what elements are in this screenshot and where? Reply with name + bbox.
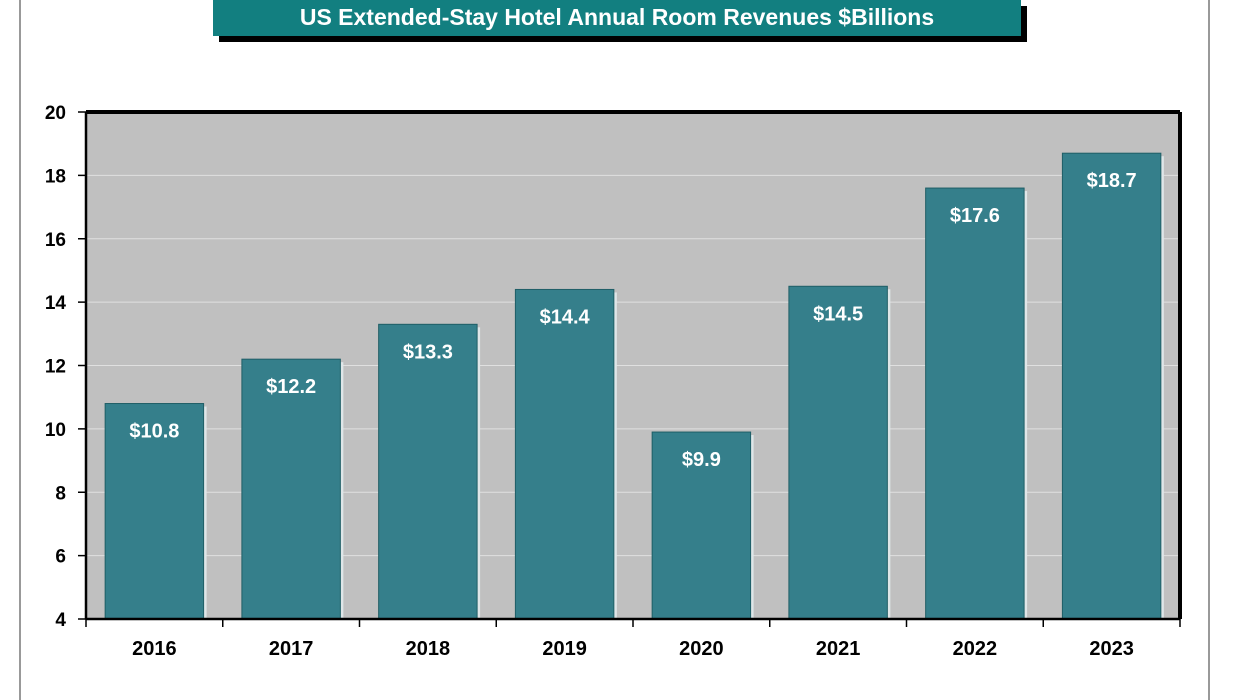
bar: [241, 358, 341, 620]
x-tick-label: 2019: [542, 638, 587, 660]
y-tick-label: 16: [45, 230, 66, 251]
data-label: $12.2: [266, 376, 316, 398]
bar: [925, 187, 1025, 620]
bar: [788, 285, 888, 620]
x-tick-label: 2018: [406, 638, 451, 660]
x-tick-label: 2021: [816, 638, 861, 660]
frame-left-border: [19, 0, 21, 700]
data-label: $13.3: [403, 341, 453, 363]
chart-title: US Extended-Stay Hotel Annual Room Reven…: [213, 0, 1021, 36]
frame-right-border: [1208, 0, 1210, 700]
y-tick-label: 18: [45, 166, 66, 187]
data-label: $18.7: [1087, 170, 1137, 192]
y-tick-label: 14: [45, 293, 67, 314]
x-tick-label: 2017: [269, 638, 314, 660]
data-label: $14.4: [540, 306, 591, 328]
data-label: $17.6: [950, 205, 1000, 227]
x-tick-label: 2023: [1089, 638, 1134, 660]
bar: [378, 323, 478, 620]
x-tick-label: 2022: [953, 638, 998, 660]
data-label: $9.9: [682, 449, 721, 471]
bar: [1061, 152, 1162, 620]
y-tick-label: 8: [55, 483, 66, 504]
y-tick-label: 4: [55, 610, 66, 631]
y-tick-label: 6: [55, 547, 66, 568]
y-tick-label: 10: [45, 420, 66, 441]
data-label: $14.5: [813, 303, 863, 325]
bar: [514, 288, 615, 620]
x-tick-label: 2016: [132, 638, 177, 660]
bar: [104, 403, 205, 620]
y-tick-label: 12: [45, 357, 66, 378]
bar: [651, 431, 752, 620]
y-tick-label: 20: [45, 103, 66, 124]
data-label: $10.8: [129, 421, 179, 443]
x-tick-label: 2020: [679, 638, 724, 660]
